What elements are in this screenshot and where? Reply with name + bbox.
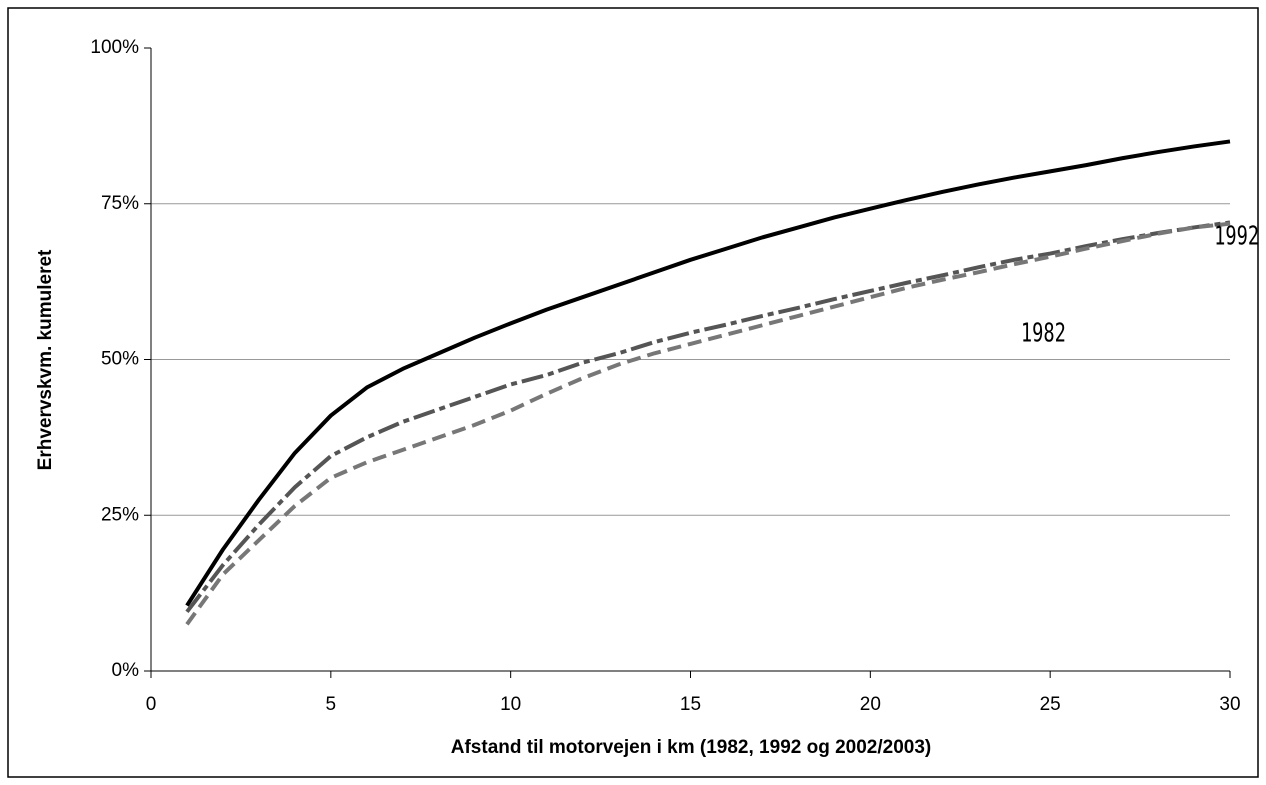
x-axis-label: Afstand til motorvejen i km (1982, 1992 … [451,737,931,758]
series-label: 1982 [1021,319,1066,349]
x-tick-label: 20 [860,694,881,715]
y-axis-label: Erhvervskvm. kumuleret [35,249,56,470]
x-tick-label: 30 [1219,694,1240,715]
x-tick-label: 5 [326,694,337,715]
y-tick-label: 75% [101,193,139,214]
y-tick-label: 50% [101,349,139,370]
x-tick-label: 25 [1040,694,1061,715]
series-line [185,139,1231,607]
y-tick-label: 100% [90,37,139,58]
x-tick-label: 15 [680,694,701,715]
y-tick-label: 25% [101,504,139,525]
y-tick-label: 0% [112,660,140,681]
chart-border [7,7,1259,778]
x-tick-label: 10 [500,694,521,715]
series-line [185,220,1231,614]
series-line [185,221,1231,626]
x-tick-label: 0 [146,694,157,715]
